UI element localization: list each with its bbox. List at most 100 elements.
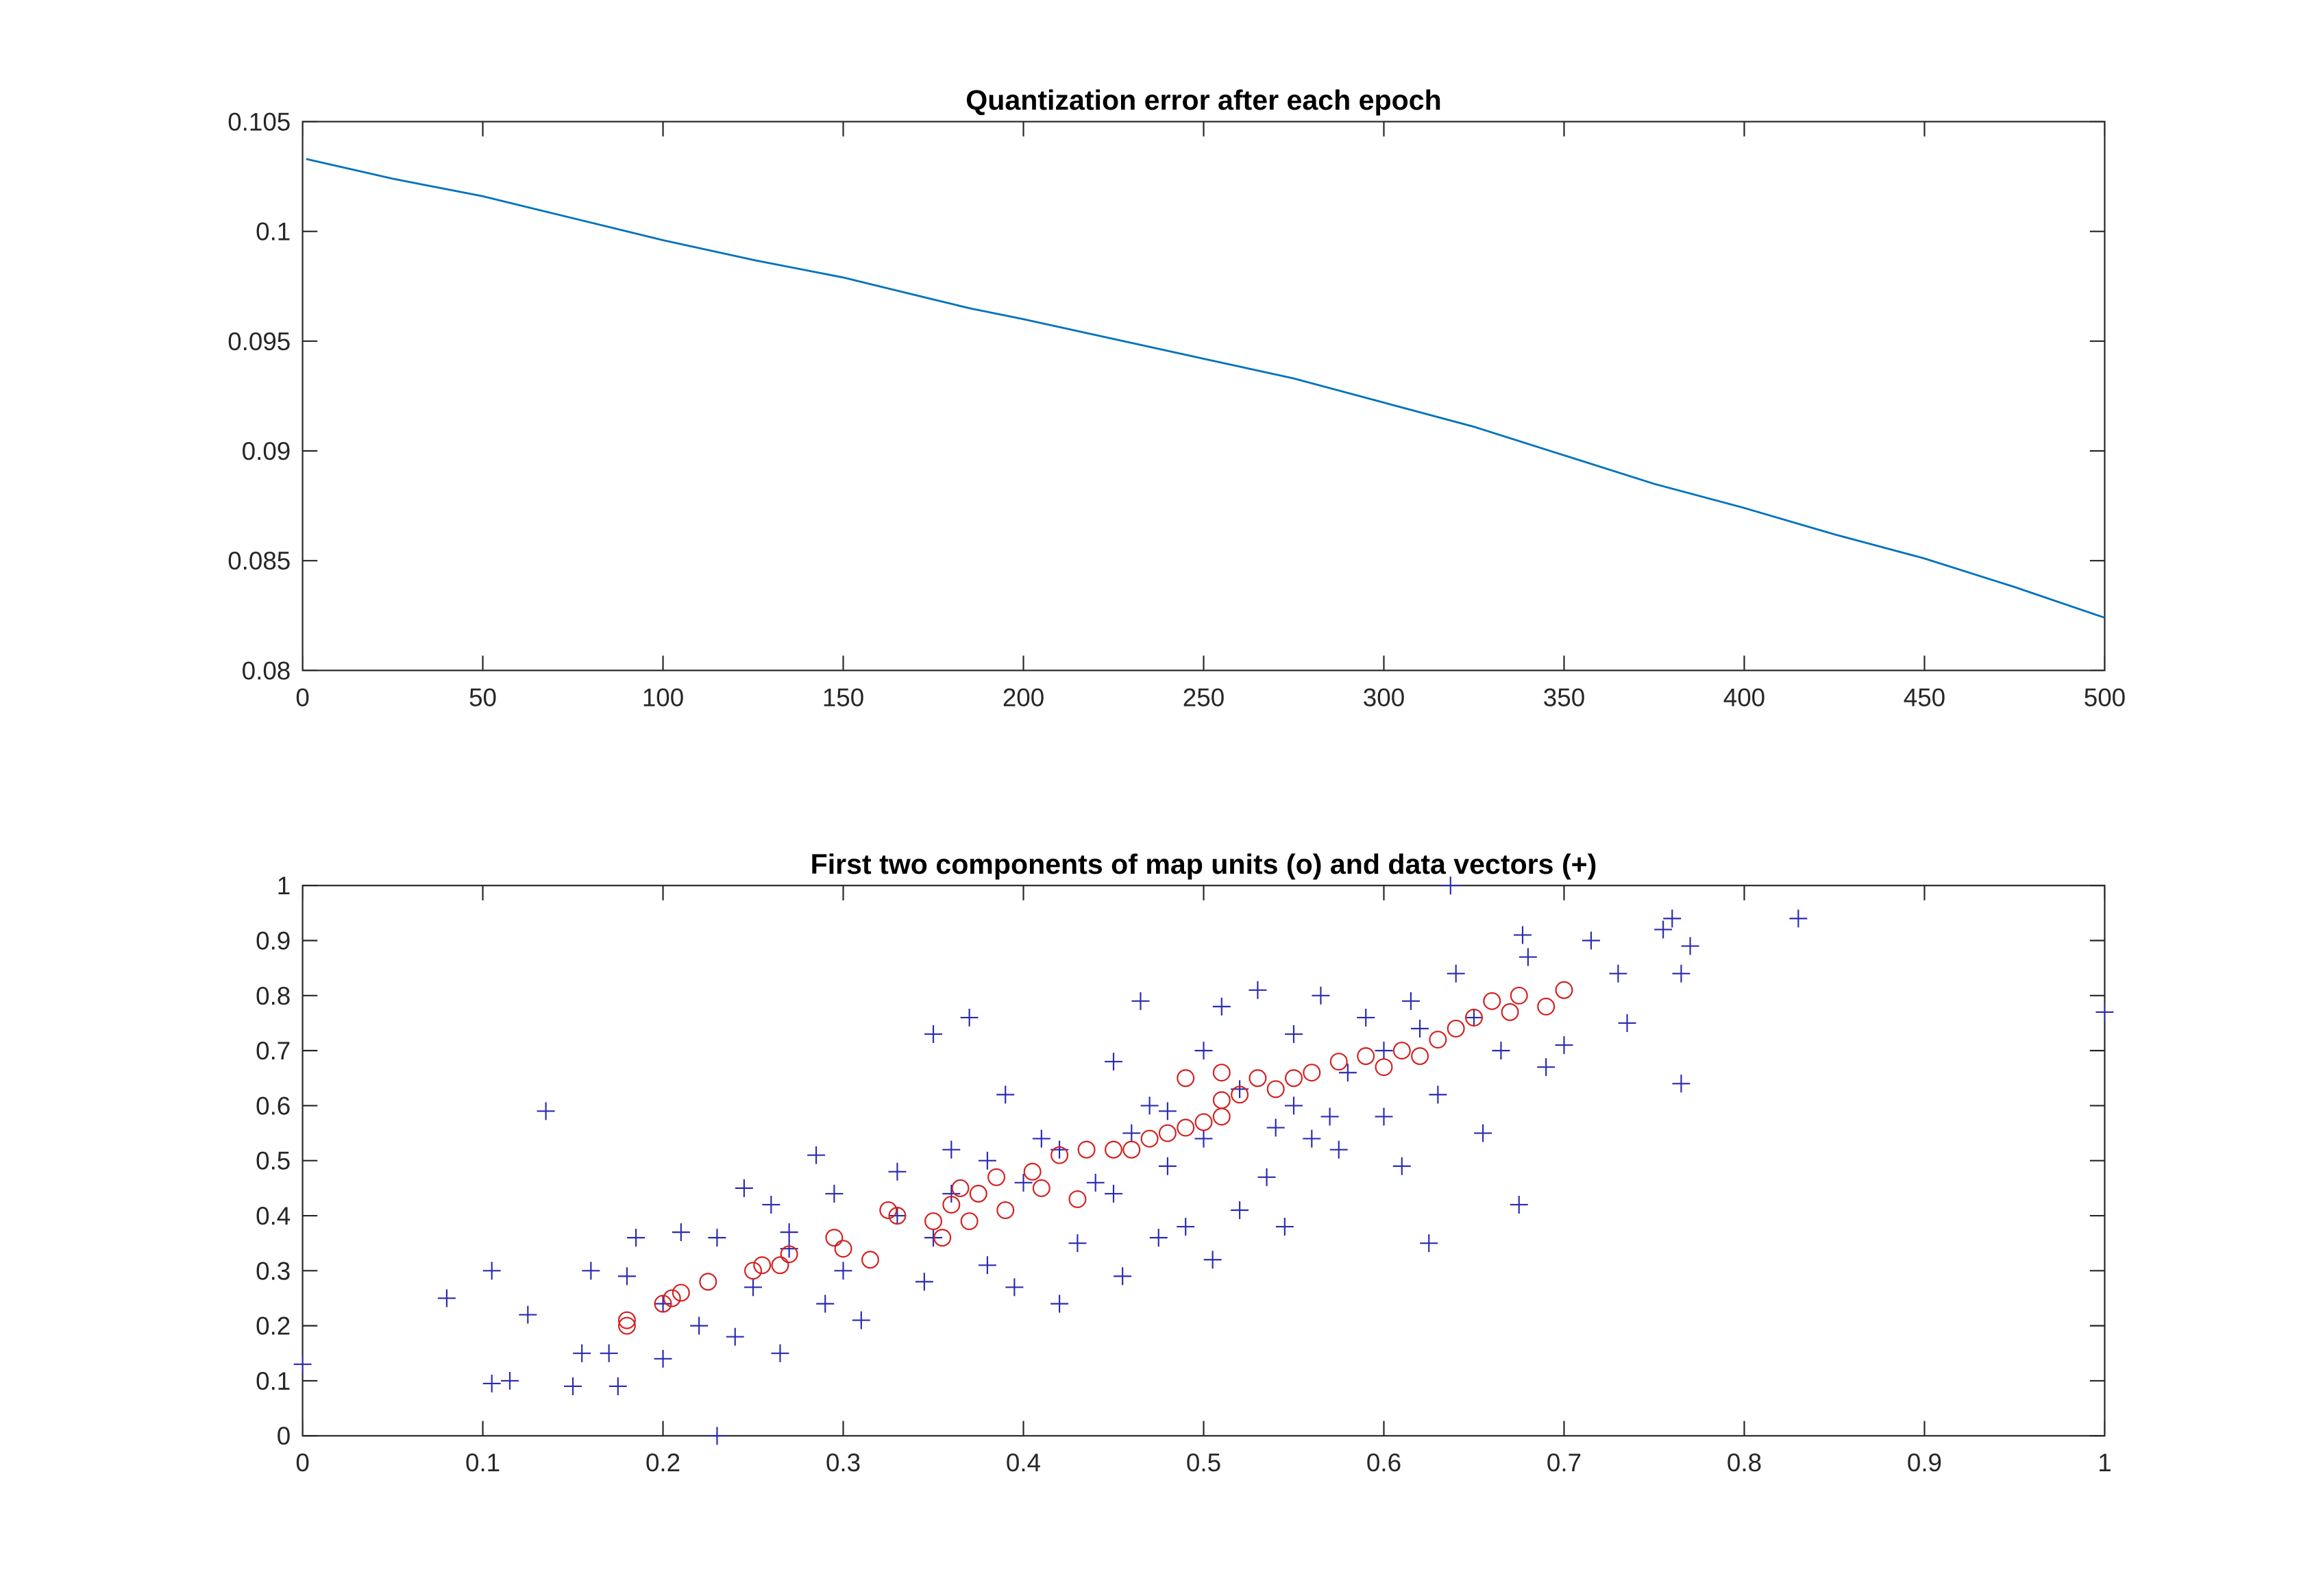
data-vector-marker — [519, 1305, 537, 1324]
x-tick-label: 0.7 — [1547, 1449, 1582, 1477]
data-vector-marker — [771, 1344, 789, 1362]
data-vector-marker — [1203, 1251, 1222, 1269]
x-tick-label: 0.9 — [1907, 1449, 1942, 1477]
data-vector-marker — [1122, 1124, 1141, 1142]
data-vector-marker — [1177, 1218, 1195, 1236]
x-tick-label: 0.8 — [1727, 1449, 1762, 1477]
x-tick-label: 400 — [1723, 683, 1765, 711]
map-unit-marker — [834, 1240, 852, 1258]
data-vector-marker — [1194, 1042, 1213, 1060]
data-vector-marker — [608, 1377, 627, 1395]
data-vector-marker — [1105, 1184, 1122, 1203]
data-vector-marker — [1114, 1267, 1132, 1286]
y-tick-label: 0.085 — [228, 547, 291, 575]
map-unit-marker — [1122, 1140, 1141, 1159]
data-vector-marker — [1338, 1064, 1357, 1082]
map-unit-marker — [1266, 1080, 1285, 1098]
data-vector-marker — [437, 1289, 456, 1308]
data-vector-marker — [1392, 1157, 1411, 1175]
data-vector-marker — [726, 1327, 744, 1346]
data-vector-marker — [708, 1229, 726, 1247]
y-tick-label: 0.3 — [256, 1257, 291, 1285]
map-unit-marker — [1249, 1069, 1267, 1088]
y-tick-label: 0.4 — [256, 1202, 291, 1230]
map-unit-marker — [1050, 1146, 1069, 1164]
data-vector-marker — [978, 1256, 996, 1275]
data-vector-marker — [1032, 1129, 1050, 1148]
data-vector-marker — [293, 1355, 312, 1373]
y-tick-label: 0.2 — [256, 1312, 291, 1340]
data-vector-marker — [1519, 948, 1537, 966]
map-unit-marker — [1429, 1031, 1447, 1049]
data-vector-marker — [735, 1179, 753, 1197]
y-tick-label: 0.9 — [256, 926, 291, 955]
y-tick-label: 1 — [277, 872, 291, 900]
x-tick-label: 100 — [642, 683, 684, 711]
y-tick-label: 0.1 — [256, 218, 291, 246]
data-vector-marker — [708, 1427, 726, 1445]
map-unit-marker — [1140, 1129, 1159, 1148]
data-vector-marker — [1068, 1234, 1087, 1253]
data-vector-marker — [690, 1316, 709, 1335]
data-vector-marker — [1249, 981, 1267, 999]
data-vector-marker — [825, 1184, 844, 1203]
data-vector-marker — [978, 1151, 996, 1170]
map-unit-marker — [861, 1251, 879, 1269]
map-unit-marker — [617, 1311, 636, 1329]
map-unit-marker — [960, 1212, 979, 1231]
data-vector-marker — [1654, 920, 1673, 939]
data-vector-marker — [654, 1349, 672, 1368]
data-vector-marker — [1329, 1140, 1348, 1159]
map-unit-marker — [780, 1245, 798, 1264]
data-vector-marker — [627, 1229, 646, 1247]
y-tick-label: 0.6 — [256, 1092, 291, 1120]
y-tick-label: 0.08 — [242, 656, 291, 685]
data-vector-marker — [1474, 1124, 1492, 1142]
data-vector-marker — [1158, 1157, 1177, 1175]
data-vector-marker — [1005, 1278, 1024, 1297]
data-vector-marker — [1050, 1294, 1069, 1313]
map-unit-marker — [951, 1179, 970, 1197]
data-vector-marker — [1158, 1102, 1177, 1120]
data-vector-marker — [996, 1085, 1015, 1104]
x-tick-label: 0.1 — [465, 1449, 500, 1477]
data-vector-marker — [1672, 964, 1691, 983]
map-unit-marker — [1212, 1091, 1231, 1109]
map-unit-marker — [672, 1284, 690, 1302]
data-vector-marker — [600, 1344, 618, 1362]
data-vector-marker — [888, 1162, 907, 1181]
map-unit-marker — [1510, 986, 1528, 1005]
map-unit-marker — [1537, 997, 1556, 1016]
data-vector-marker — [1312, 986, 1330, 1005]
chart-title: First two components of map units (o) an… — [811, 848, 1597, 880]
map-unit-marker — [1194, 1113, 1213, 1131]
data-vector-marker — [1663, 909, 1682, 928]
data-vector-marker — [482, 1262, 501, 1280]
data-vector-marker — [807, 1146, 826, 1164]
map-unit-marker — [1231, 1085, 1249, 1104]
data-vector-marker — [1285, 1025, 1303, 1044]
map-unit-marker — [924, 1212, 943, 1231]
data-vector-marker — [1401, 992, 1420, 1010]
x-tick-label: 0 — [295, 1449, 309, 1477]
data-vector-marker — [1609, 964, 1627, 983]
map-unit-marker — [1375, 1058, 1393, 1077]
data-vector-marker — [1131, 992, 1150, 1010]
data-vector-marker — [1618, 1014, 1636, 1032]
x-tick-label: 0 — [295, 683, 309, 711]
map-unit-marker — [1357, 1047, 1375, 1066]
data-vector-marker — [1375, 1107, 1393, 1126]
data-vector-marker — [501, 1371, 519, 1390]
data-vector-marker — [1447, 964, 1465, 983]
data-vector-marker — [2095, 1003, 2114, 1021]
map-unit-marker — [744, 1262, 763, 1280]
data-vector-marker — [1429, 1085, 1447, 1104]
map-unit-marker — [1023, 1162, 1042, 1181]
map-unit-marker — [1464, 1008, 1483, 1027]
data-vector-marker — [1513, 926, 1532, 944]
x-tick-label: 200 — [1003, 683, 1044, 711]
data-vector-marker — [1320, 1107, 1339, 1126]
data-vector-marker — [672, 1223, 690, 1242]
